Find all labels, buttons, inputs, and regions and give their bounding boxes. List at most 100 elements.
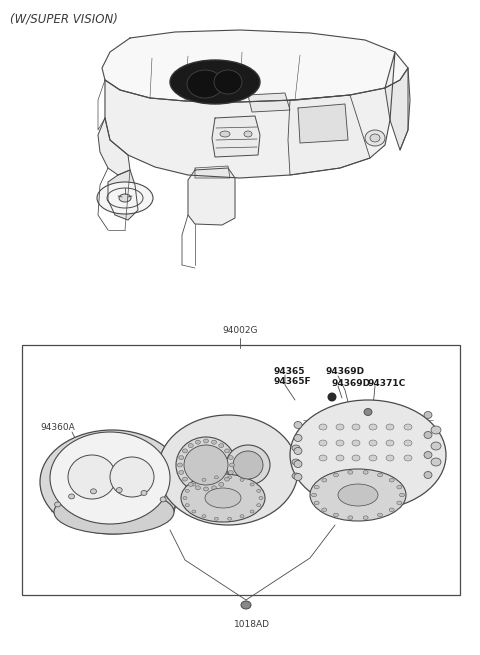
Polygon shape	[385, 68, 410, 150]
Ellipse shape	[50, 432, 170, 524]
Text: 94369D: 94369D	[325, 367, 364, 377]
Text: 1018AD: 1018AD	[234, 620, 270, 629]
Ellipse shape	[397, 501, 402, 504]
Ellipse shape	[40, 430, 184, 534]
Ellipse shape	[294, 460, 302, 468]
Ellipse shape	[431, 442, 441, 450]
Ellipse shape	[404, 455, 412, 461]
Ellipse shape	[404, 424, 412, 430]
Ellipse shape	[424, 451, 432, 458]
Polygon shape	[105, 52, 395, 178]
Ellipse shape	[399, 493, 405, 496]
Text: 94002G: 94002G	[222, 326, 258, 335]
Ellipse shape	[322, 508, 327, 512]
Text: 94365: 94365	[273, 367, 304, 377]
Polygon shape	[98, 118, 130, 175]
Ellipse shape	[226, 445, 270, 485]
Ellipse shape	[176, 437, 236, 493]
Ellipse shape	[195, 440, 201, 444]
Ellipse shape	[336, 424, 344, 430]
Ellipse shape	[397, 485, 402, 489]
Ellipse shape	[116, 487, 122, 493]
Polygon shape	[188, 168, 235, 225]
Ellipse shape	[212, 486, 216, 490]
Ellipse shape	[68, 455, 116, 499]
Ellipse shape	[294, 434, 302, 441]
Ellipse shape	[228, 470, 233, 474]
Ellipse shape	[240, 478, 244, 481]
Ellipse shape	[110, 457, 154, 497]
Ellipse shape	[184, 445, 228, 485]
Text: 94371C: 94371C	[368, 379, 406, 388]
Ellipse shape	[386, 440, 394, 446]
Ellipse shape	[187, 70, 223, 98]
Ellipse shape	[228, 517, 231, 520]
Ellipse shape	[424, 432, 432, 438]
Ellipse shape	[294, 422, 302, 428]
Ellipse shape	[314, 501, 319, 504]
Ellipse shape	[338, 484, 378, 506]
Ellipse shape	[352, 455, 360, 461]
Ellipse shape	[389, 478, 394, 482]
Ellipse shape	[370, 134, 380, 142]
Polygon shape	[298, 104, 348, 143]
Ellipse shape	[195, 486, 201, 490]
Ellipse shape	[220, 131, 230, 137]
Ellipse shape	[212, 440, 216, 444]
Ellipse shape	[119, 194, 131, 202]
Ellipse shape	[424, 472, 432, 479]
Text: (W/SUPER VISION): (W/SUPER VISION)	[10, 12, 118, 25]
Ellipse shape	[179, 456, 184, 460]
Ellipse shape	[185, 504, 189, 507]
Ellipse shape	[348, 516, 353, 519]
Ellipse shape	[250, 510, 254, 513]
Ellipse shape	[294, 474, 302, 481]
Ellipse shape	[369, 440, 377, 446]
Polygon shape	[248, 93, 290, 112]
Ellipse shape	[219, 443, 224, 447]
Ellipse shape	[182, 477, 188, 481]
Ellipse shape	[55, 502, 60, 507]
Ellipse shape	[365, 130, 385, 146]
Ellipse shape	[257, 489, 261, 493]
Ellipse shape	[241, 601, 251, 609]
Ellipse shape	[336, 455, 344, 461]
Ellipse shape	[336, 440, 344, 446]
Polygon shape	[108, 170, 138, 220]
Text: 94365F: 94365F	[273, 377, 311, 386]
Ellipse shape	[141, 491, 147, 495]
Ellipse shape	[312, 493, 316, 496]
Ellipse shape	[334, 474, 338, 477]
Ellipse shape	[389, 508, 394, 512]
Ellipse shape	[369, 424, 377, 430]
Ellipse shape	[431, 458, 441, 466]
Ellipse shape	[192, 483, 196, 486]
Ellipse shape	[202, 478, 206, 481]
Ellipse shape	[386, 455, 394, 461]
Ellipse shape	[214, 70, 242, 94]
Ellipse shape	[215, 517, 218, 520]
Ellipse shape	[386, 424, 394, 430]
Ellipse shape	[364, 409, 372, 415]
Ellipse shape	[179, 470, 184, 474]
Ellipse shape	[404, 440, 412, 446]
Ellipse shape	[228, 476, 231, 479]
Ellipse shape	[182, 449, 188, 453]
Ellipse shape	[294, 447, 302, 455]
Ellipse shape	[204, 487, 208, 491]
Polygon shape	[102, 30, 408, 102]
Ellipse shape	[158, 415, 298, 525]
Ellipse shape	[259, 496, 263, 500]
Ellipse shape	[229, 463, 235, 467]
Ellipse shape	[292, 445, 300, 451]
Ellipse shape	[240, 515, 244, 517]
Ellipse shape	[90, 489, 96, 494]
Ellipse shape	[322, 478, 327, 482]
Ellipse shape	[424, 411, 432, 419]
Polygon shape	[288, 95, 370, 175]
Ellipse shape	[290, 400, 446, 510]
Ellipse shape	[97, 182, 153, 214]
Ellipse shape	[310, 469, 406, 521]
Ellipse shape	[188, 443, 193, 447]
Ellipse shape	[160, 497, 166, 502]
